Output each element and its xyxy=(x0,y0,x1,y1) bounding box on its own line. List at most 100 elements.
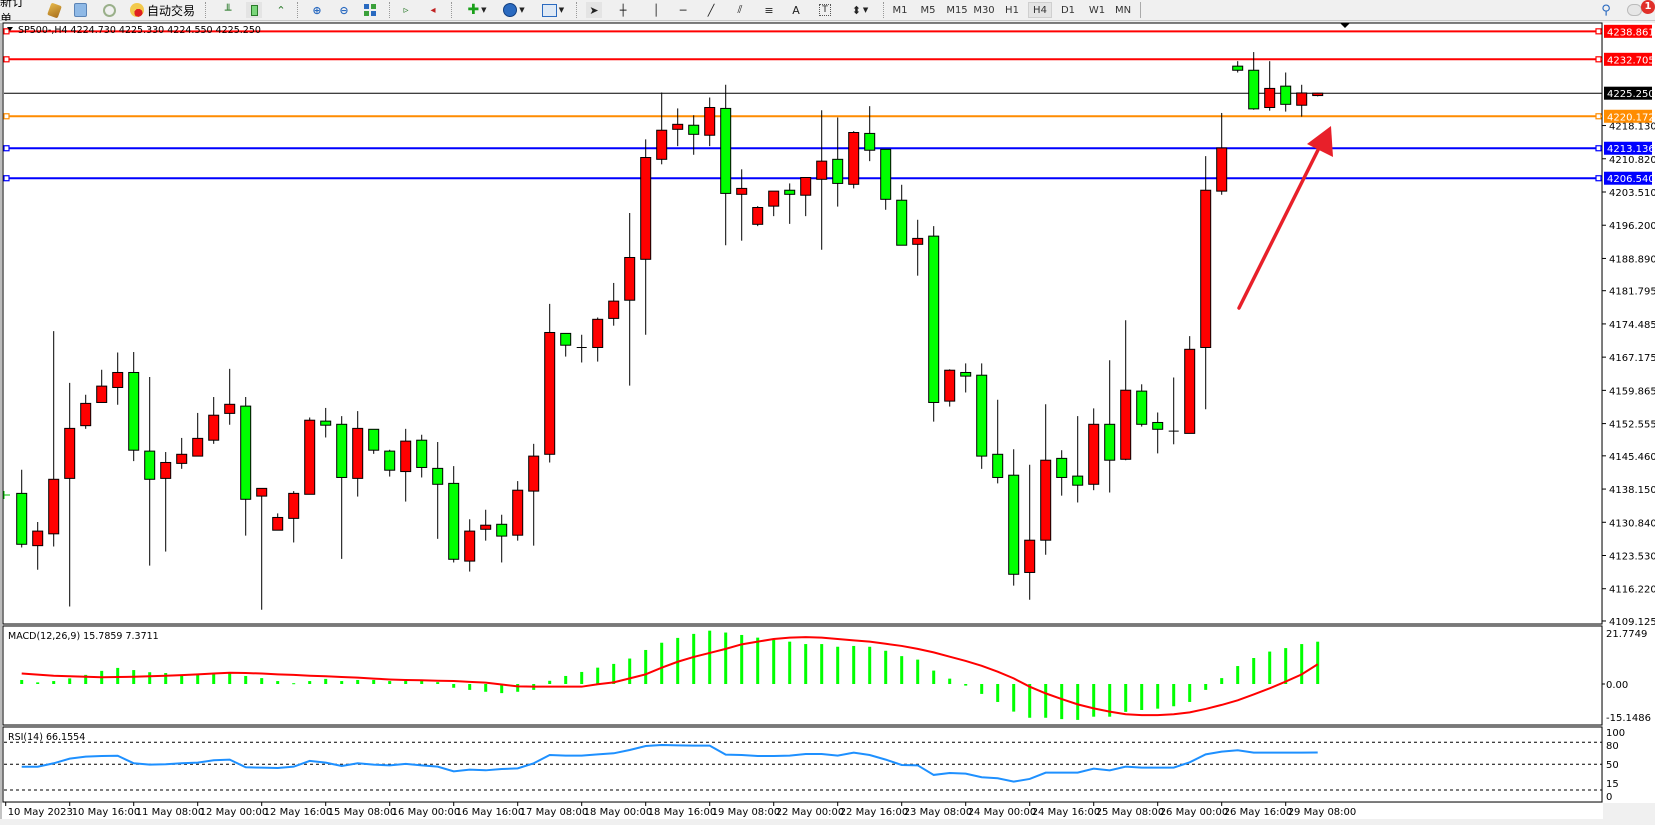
candle[interactable] xyxy=(960,363,972,393)
candle[interactable] xyxy=(48,331,60,547)
main-price-pane[interactable] xyxy=(2,22,1603,625)
candle[interactable] xyxy=(896,184,908,246)
candle[interactable] xyxy=(80,394,92,429)
candle[interactable] xyxy=(432,442,444,539)
level-anchor-right-icon[interactable] xyxy=(1595,56,1602,63)
candle[interactable] xyxy=(240,397,252,536)
candle[interactable] xyxy=(272,513,284,531)
candle[interactable] xyxy=(816,110,828,250)
vertical-line-button[interactable]: │ xyxy=(648,2,664,18)
arrows-button[interactable]: ⬍ ▼ xyxy=(846,2,874,18)
candle[interactable] xyxy=(1232,61,1244,73)
navigator-button[interactable] xyxy=(72,2,88,18)
timeframe-m5[interactable]: M5 xyxy=(920,4,936,16)
candle[interactable] xyxy=(640,139,652,335)
search-button[interactable]: ⚲ xyxy=(1598,2,1614,18)
symbol-menu-icon[interactable] xyxy=(7,27,13,31)
add-indicator-button[interactable]: ✚ ▼ xyxy=(463,2,491,18)
cursor-button[interactable]: ➤ xyxy=(586,2,602,18)
candle[interactable] xyxy=(368,428,380,454)
candle[interactable] xyxy=(1072,416,1084,503)
auto-scroll-button[interactable]: ▹ xyxy=(398,2,414,18)
level-anchor-left-icon[interactable] xyxy=(3,145,10,152)
horizontal-line-button[interactable]: ─ xyxy=(675,2,691,18)
level-anchor-right-icon[interactable] xyxy=(1595,145,1602,152)
candle[interactable] xyxy=(1104,360,1116,493)
candle[interactable] xyxy=(144,377,156,566)
templates-button[interactable]: ▼ xyxy=(538,2,568,18)
candle[interactable] xyxy=(928,226,940,422)
candle[interactable] xyxy=(224,368,236,425)
candle[interactable] xyxy=(608,282,620,326)
candle[interactable] xyxy=(768,190,780,217)
candle[interactable] xyxy=(1280,72,1292,112)
candle[interactable] xyxy=(512,481,524,541)
candle[interactable] xyxy=(1312,92,1324,97)
candle[interactable] xyxy=(672,108,684,147)
candle[interactable] xyxy=(528,443,540,546)
candle[interactable] xyxy=(848,131,860,189)
timeframe-m15[interactable]: M15 xyxy=(946,4,968,16)
new-order-button[interactable]: 新订单 xyxy=(0,0,34,26)
candle[interactable] xyxy=(1040,404,1052,555)
candle[interactable] xyxy=(288,491,300,543)
annotation-arrow[interactable] xyxy=(1237,126,1333,310)
candle[interactable] xyxy=(304,417,316,495)
chart-shift-marker-icon[interactable] xyxy=(1340,23,1350,28)
candle[interactable] xyxy=(336,416,348,559)
level-anchor-left-icon[interactable] xyxy=(3,56,10,63)
candle[interactable] xyxy=(1088,408,1100,491)
candle[interactable] xyxy=(704,97,716,147)
candle[interactable] xyxy=(544,303,556,463)
candle[interactable] xyxy=(384,449,396,477)
candle[interactable] xyxy=(1184,336,1196,434)
periods-button[interactable]: ▼ xyxy=(499,2,529,18)
candle[interactable] xyxy=(576,334,587,363)
level-anchor-right-icon[interactable] xyxy=(1595,28,1602,35)
candle[interactable] xyxy=(256,487,268,610)
equidistant-channel-button[interactable]: ⫽ xyxy=(732,2,748,18)
candle[interactable] xyxy=(496,514,508,563)
timeframe-m1[interactable]: M1 xyxy=(892,4,908,16)
candle[interactable] xyxy=(352,411,364,497)
candle[interactable] xyxy=(176,437,188,469)
text-button[interactable]: A xyxy=(788,2,804,18)
candle[interactable] xyxy=(624,212,636,386)
chart-shift-button[interactable]: ◂ xyxy=(425,2,441,18)
signals-button[interactable] xyxy=(101,2,117,18)
candle[interactable] xyxy=(400,428,412,502)
level-anchor-left-icon[interactable] xyxy=(3,28,10,35)
candle[interactable] xyxy=(912,219,924,276)
candle[interactable] xyxy=(1136,384,1148,427)
timeframe-mn[interactable]: MN xyxy=(1114,4,1132,16)
candle[interactable] xyxy=(112,352,124,405)
candle[interactable] xyxy=(688,115,700,155)
trendline-button[interactable]: ╱ xyxy=(703,2,719,18)
candle[interactable] xyxy=(1008,449,1020,586)
fibonacci-button[interactable]: ≡ xyxy=(761,2,777,18)
candle[interactable] xyxy=(992,399,1004,484)
candle[interactable] xyxy=(800,177,812,217)
candle[interactable] xyxy=(1200,156,1212,410)
candle[interactable] xyxy=(720,84,732,246)
candle[interactable] xyxy=(1248,52,1260,110)
candle[interactable] xyxy=(1152,412,1164,454)
candle[interactable] xyxy=(736,169,748,241)
candle[interactable] xyxy=(64,382,76,607)
line-chart-button[interactable]: ⌃ xyxy=(273,2,289,18)
text-label-button[interactable]: T xyxy=(817,2,833,18)
candle[interactable] xyxy=(1168,377,1179,445)
candle[interactable] xyxy=(976,363,988,469)
level-anchor-left-icon[interactable] xyxy=(3,113,10,120)
candle[interactable] xyxy=(208,397,220,444)
candle[interactable] xyxy=(880,148,892,210)
candle[interactable] xyxy=(192,412,204,457)
chart-window[interactable]: 4218.130 4210.820 4203.510 4196.200 4188.890… xyxy=(0,21,1655,825)
candle[interactable] xyxy=(944,369,956,407)
candlestick-button[interactable] xyxy=(246,2,262,18)
candle[interactable] xyxy=(448,466,460,563)
candle[interactable] xyxy=(1024,464,1036,600)
candle[interactable] xyxy=(752,206,764,227)
timeframe-h1[interactable]: H1 xyxy=(1005,4,1019,16)
timeframe-m30[interactable]: M30 xyxy=(973,4,995,16)
